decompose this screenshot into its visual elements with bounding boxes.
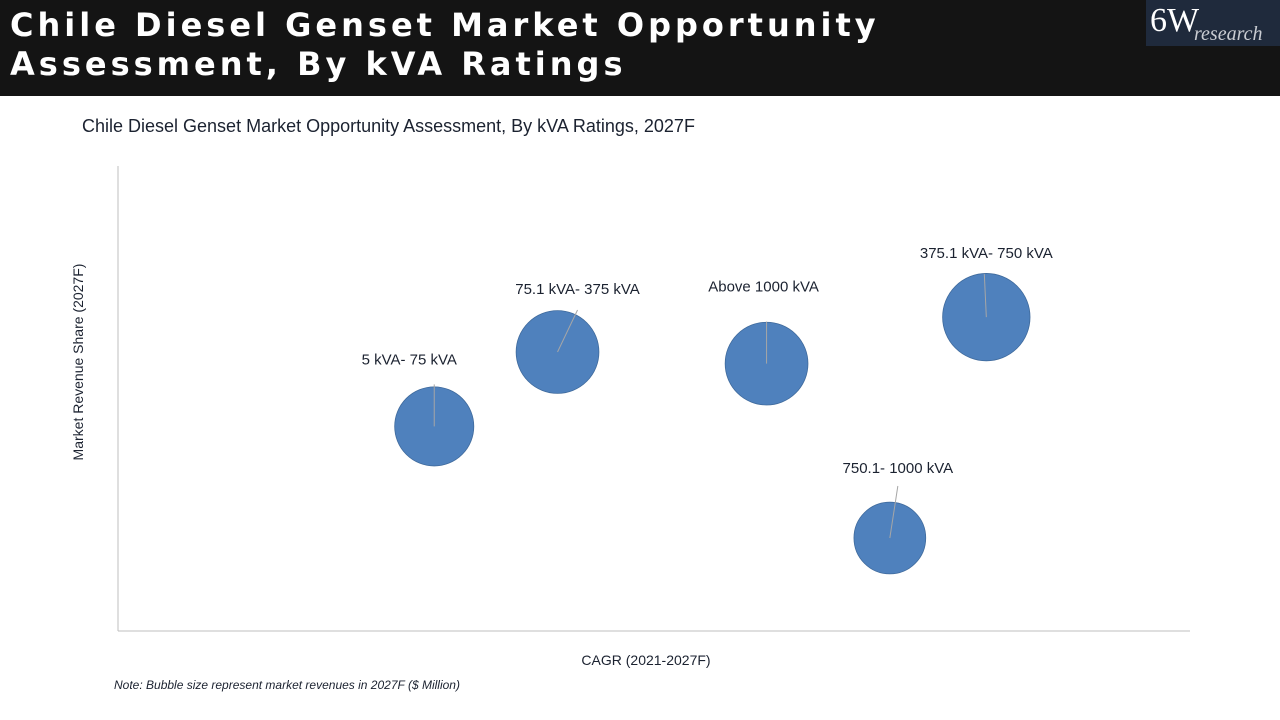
bubble-leader-line bbox=[983, 274, 987, 318]
page-title: Chile Diesel Genset Market Opportunity A… bbox=[10, 6, 880, 83]
logo-mark: 6W bbox=[1150, 2, 1200, 39]
bubble-label: 375.1 kVA- 750 kVA bbox=[920, 245, 1053, 262]
bubble-label: 5 kVA- 75 kVA bbox=[362, 351, 457, 368]
bubble-label: 750.1- 1000 kVA bbox=[843, 460, 954, 477]
logo: 6W research bbox=[1146, 0, 1280, 46]
header-bar: Chile Diesel Genset Market Opportunity A… bbox=[0, 0, 1280, 96]
bubble-leader-line bbox=[889, 485, 899, 539]
x-axis-label: CAGR (2021-2027F) bbox=[581, 652, 710, 668]
chart-title: Chile Diesel Genset Market Opportunity A… bbox=[82, 116, 695, 136]
footnote: Note: Bubble size represent market reven… bbox=[114, 678, 460, 692]
bubble-leader-line bbox=[557, 309, 578, 353]
logo-word: research bbox=[1194, 23, 1263, 45]
bubble-label: 75.1 kVA- 375 kVA bbox=[515, 281, 640, 298]
y-axis-label: Market Revenue Share (2027F) bbox=[70, 264, 86, 461]
bubble-label: Above 1000 kVA bbox=[708, 279, 819, 296]
